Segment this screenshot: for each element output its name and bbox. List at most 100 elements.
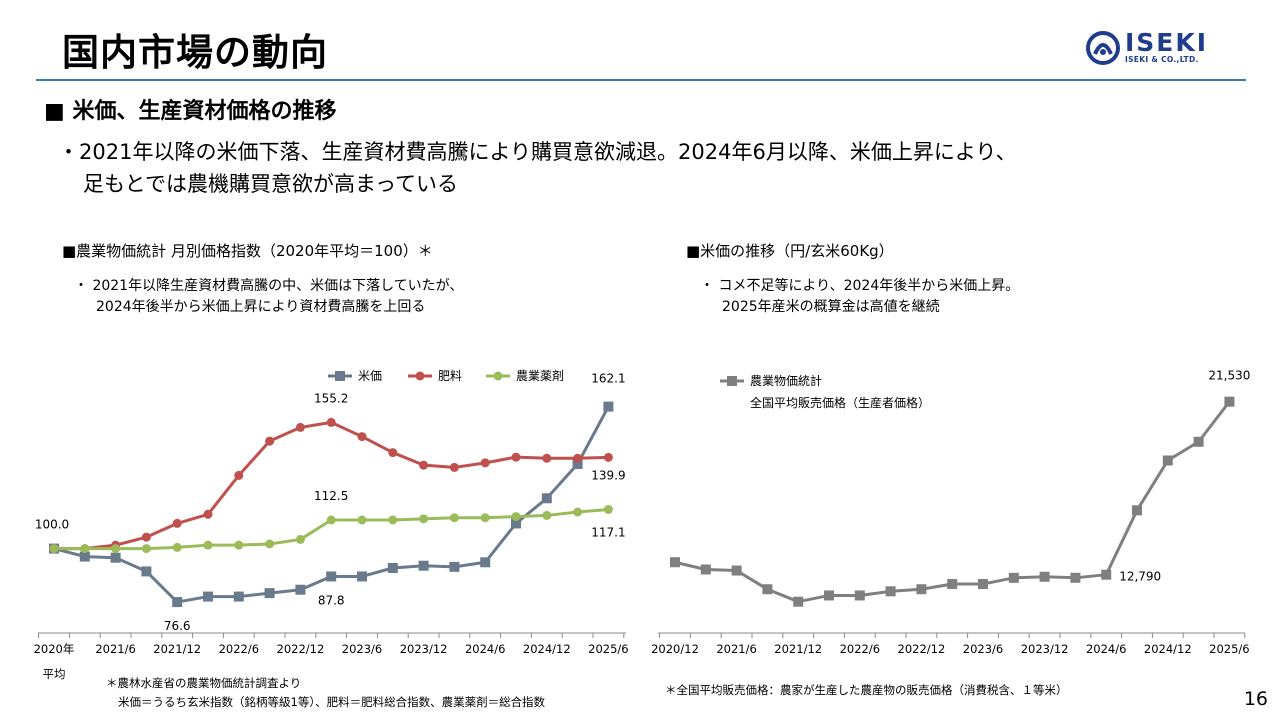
x-tick-label: 2021/12 xyxy=(774,642,822,656)
data-label: 117.1 xyxy=(591,525,625,539)
section-marker: ■ xyxy=(44,99,65,124)
data-point xyxy=(326,417,336,427)
data-point xyxy=(79,551,90,562)
data-point xyxy=(541,493,552,504)
x-tick-label: 2021/12 xyxy=(153,642,201,656)
data-label: 87.8 xyxy=(318,593,345,607)
data-point xyxy=(233,591,244,602)
x-tick-label: 2025/6 xyxy=(588,642,628,656)
data-point xyxy=(793,596,804,607)
data-point xyxy=(1132,505,1142,516)
x-tick-label: 平均 xyxy=(43,667,66,681)
x-tick-label: 2022/12 xyxy=(277,642,325,656)
left-panel-heading: ■農業物価統計 月別価格指数（2020年平均＝100）＊ xyxy=(62,242,433,260)
data-point xyxy=(295,584,306,595)
logo-subtext: ISEKI & CO.,LTD. xyxy=(1125,55,1199,64)
data-point xyxy=(1193,436,1204,447)
right-note-marker: ・ xyxy=(700,278,714,294)
data-point xyxy=(388,448,398,458)
legend-label: 農業薬剤 xyxy=(516,368,564,383)
data-label: 76.6 xyxy=(164,619,191,633)
right-panel-heading: ■米価の推移（円/玄米60Kg） xyxy=(686,242,894,260)
data-point xyxy=(80,544,90,554)
data-point xyxy=(387,563,398,573)
data-point xyxy=(480,513,490,523)
data-point xyxy=(824,590,834,601)
right-footnote: ＊全国平均販売価格：農家が生産した農産物の販売価格（消費税含、１等米） xyxy=(665,683,1068,697)
data-point xyxy=(388,515,398,525)
data-point xyxy=(326,515,336,525)
x-tick-label: 2024/6 xyxy=(465,642,505,656)
data-label: 155.2 xyxy=(314,391,348,405)
data-point xyxy=(573,507,583,517)
data-point xyxy=(203,591,213,602)
data-point xyxy=(700,564,711,575)
x-tick-label: 2023/12 xyxy=(1021,642,1069,656)
data-point xyxy=(295,422,305,432)
x-tick-label: 2021/6 xyxy=(716,642,756,656)
left-note-line2: 2024年後半から米価上昇により資材費高騰を上回る xyxy=(96,299,426,315)
legend-marker xyxy=(727,376,737,386)
data-point xyxy=(141,566,152,577)
data-point xyxy=(1162,455,1173,466)
data-label: 12,790 xyxy=(1119,570,1161,584)
data-point xyxy=(419,460,429,470)
data-point xyxy=(603,452,613,462)
data-point xyxy=(295,534,305,544)
page-number: 16 xyxy=(1243,688,1268,710)
x-tick-label: 2023/6 xyxy=(342,642,382,656)
data-label: 162.1 xyxy=(591,372,625,386)
data-point xyxy=(854,590,865,601)
data-label: 139.9 xyxy=(591,468,625,482)
title-divider xyxy=(36,79,1246,81)
x-tick-label: 2024/12 xyxy=(523,642,571,656)
legend-marker xyxy=(415,371,425,381)
company-logo: ISEKI ISEKI & CO.,LTD. xyxy=(1085,28,1225,66)
x-tick-label: 2024/6 xyxy=(1086,642,1126,656)
data-point xyxy=(234,540,244,550)
right-panel-note: ・ コメ不足等により、2024年後半から米価上昇。 2025年産米の概算金は高値… xyxy=(700,276,1019,318)
data-point xyxy=(480,458,490,468)
data-point xyxy=(885,586,896,597)
main-bullet-line2: 足もとでは農機購買意欲が高まっている xyxy=(83,172,459,196)
main-bullet-line1: 2021年以降の米価下落、生産資材費高騰により購買意欲減退。2024年6月以降、… xyxy=(79,140,1017,164)
data-point xyxy=(1008,572,1019,583)
data-point xyxy=(511,512,521,522)
right-note-line1: コメ不足等により、2024年後半から米価上昇。 xyxy=(718,278,1020,294)
data-point xyxy=(418,560,429,571)
data-point xyxy=(542,510,552,520)
data-point xyxy=(1224,396,1235,407)
left-note-line1: 2021年以降生産資材費高騰の中、米価は下落していたが、 xyxy=(92,278,464,294)
data-point xyxy=(916,584,927,595)
data-point xyxy=(480,557,491,568)
data-point xyxy=(172,597,183,608)
legend-label: 農業物価統計 xyxy=(750,373,822,388)
iseki-logo-icon xyxy=(1086,31,1120,65)
series-line xyxy=(54,420,609,551)
data-point xyxy=(511,452,521,462)
x-tick-label: 2022/12 xyxy=(898,642,946,656)
data-point xyxy=(978,579,988,590)
series-line xyxy=(54,507,609,551)
data-label: 21,530 xyxy=(1208,369,1250,383)
rice-price-chart: 2020/12 2021/6 2021/12 2022/6 2022/12 2023/6 2… xyxy=(651,369,1250,656)
data-point xyxy=(419,514,429,524)
bullet-marker: ・ xyxy=(58,140,79,164)
x-tick-label: 2022/6 xyxy=(219,642,259,656)
data-point xyxy=(731,565,742,576)
data-point xyxy=(110,552,121,563)
x-tick-label: 2020年 xyxy=(34,642,75,656)
legend-marker xyxy=(493,371,503,381)
data-point xyxy=(603,504,613,514)
legend-label: 肥料 xyxy=(438,369,462,383)
data-point xyxy=(326,571,337,582)
data-point xyxy=(572,459,583,469)
x-tick-label: 2023/6 xyxy=(963,642,1003,656)
data-point xyxy=(762,584,773,595)
data-point xyxy=(449,513,459,523)
data-point xyxy=(670,557,680,568)
left-note-marker: ・ xyxy=(74,278,88,294)
data-point xyxy=(542,453,552,463)
data-point xyxy=(264,588,275,599)
left-footnote-line1: ＊農林水産省の農業物価統計調査より xyxy=(106,676,302,690)
